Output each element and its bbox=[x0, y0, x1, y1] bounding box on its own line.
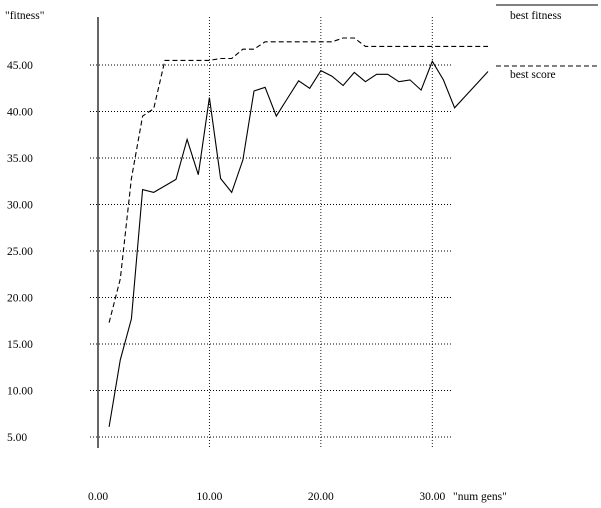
x-axis-label: "num gens" bbox=[453, 491, 507, 503]
series-lines bbox=[108, 37, 489, 427]
y-tick-label: 30.00 bbox=[7, 200, 33, 212]
y-tick-label: 20.00 bbox=[7, 293, 33, 305]
legend-label-best-fitness: best fitness bbox=[510, 10, 562, 22]
y-axis-label: "fitness" bbox=[5, 10, 44, 22]
y-gridlines bbox=[90, 64, 453, 438]
x-tick-labels: 0.00 10.00 20.00 30.00 bbox=[88, 491, 446, 503]
y-tick-label: 40.00 bbox=[7, 107, 33, 119]
legend: best fitness best score bbox=[496, 4, 598, 81]
y-tick-label: 25.00 bbox=[7, 246, 33, 258]
y-tick-label: 15.00 bbox=[7, 339, 33, 351]
y-tick-label: 10.00 bbox=[7, 386, 33, 398]
x-tick-label: 20.00 bbox=[308, 491, 334, 503]
y-tick-label: 5.00 bbox=[7, 432, 27, 444]
x-tick-label: 0.00 bbox=[88, 491, 108, 503]
x-tick-label: 30.00 bbox=[419, 491, 445, 503]
y-tick-label: 35.00 bbox=[7, 153, 33, 165]
y-tick-labels: 5.00 10.00 15.00 20.00 25.00 30.00 35.00 40.00 4… bbox=[7, 60, 33, 444]
legend-label-best-score: best score bbox=[510, 69, 556, 81]
series-line-best-score bbox=[108, 37, 488, 323]
series-line-best-fitness bbox=[108, 60, 489, 427]
y-tick-label: 45.00 bbox=[7, 60, 33, 72]
x-tick-label: 10.00 bbox=[196, 491, 222, 503]
